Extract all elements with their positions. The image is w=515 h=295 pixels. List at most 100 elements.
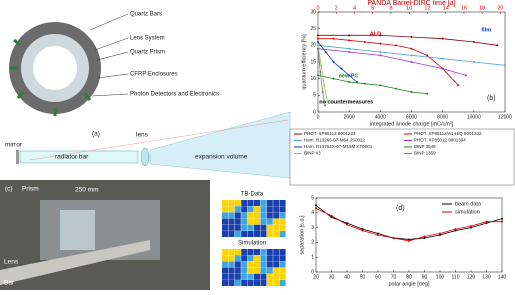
series-line [318, 34, 498, 46]
hit-pixel [228, 206, 235, 213]
point [426, 54, 429, 57]
hit-pixel [260, 273, 267, 280]
series-line [318, 38, 459, 86]
hit-pixel [279, 280, 286, 286]
hit-pixel [279, 224, 286, 231]
point [348, 74, 351, 77]
point [408, 239, 410, 242]
x-tick-label: 130 [482, 274, 491, 280]
point [379, 51, 382, 53]
point [501, 220, 503, 223]
point [465, 74, 468, 77]
hit-pixel [247, 267, 254, 274]
y-tick-label: 5 [311, 195, 314, 201]
annotation: no countermeasures [319, 99, 373, 105]
y-tick-label: 10 [310, 76, 316, 82]
point [408, 238, 410, 241]
point [454, 228, 457, 231]
point [441, 57, 444, 60]
series-line [317, 45, 328, 103]
hit-pixel [266, 249, 273, 255]
electronics [10, 38, 92, 116]
hit-pixel [241, 206, 248, 213]
x-tick-label: 20 [313, 274, 319, 280]
point [470, 226, 472, 229]
x-tick-label: 90 [422, 274, 428, 280]
hit-pixel [266, 200, 273, 206]
legend-label: PHOT. XP85112/A1-HiQ 9001332 [414, 131, 482, 136]
point [472, 61, 475, 63]
hit-pixel [247, 224, 254, 231]
point [379, 54, 382, 57]
hit-pixel [228, 212, 235, 219]
hit-pixel [234, 267, 241, 274]
hit-pixel [266, 273, 273, 280]
legend-label: BINP 1359 [414, 151, 436, 156]
x-tick-label: 100 [436, 274, 445, 280]
y-tick-label: 2 [311, 240, 314, 246]
point [326, 101, 329, 103]
point [332, 37, 335, 40]
point [348, 51, 351, 53]
x2-tick-label: 12 [424, 5, 430, 11]
hit-pixel [254, 224, 260, 231]
point [346, 222, 348, 225]
x2-tick-label: 4 [353, 5, 356, 11]
x2-tick-label: 18 [479, 5, 485, 11]
panel-label: (a) [92, 131, 100, 138]
hit-pixel [254, 212, 260, 219]
x-tick-label: 8000 [437, 114, 448, 120]
series-line [317, 48, 467, 76]
hit-pixel [260, 206, 267, 213]
point [392, 236, 395, 239]
point [317, 47, 319, 50]
legend-label: beam data [455, 201, 482, 207]
prism [60, 210, 95, 250]
hit-pixel [228, 255, 235, 262]
hit-pixel [260, 224, 267, 231]
point [410, 91, 413, 93]
hit-pixel [260, 218, 267, 225]
x-tick-label: 110 [452, 274, 460, 280]
hit-pixel [260, 231, 267, 237]
hit-pixel [266, 224, 273, 231]
x-tick-label: 140 [498, 274, 507, 280]
point [379, 84, 382, 87]
hit-pixel [228, 200, 235, 206]
point [315, 204, 317, 207]
hit-pixel [273, 231, 280, 237]
hit-pixel [279, 255, 286, 262]
chart-title: PANDA Barrel-DIRC time [a] [367, 0, 455, 7]
hit-pixel [228, 267, 235, 274]
hit-pixel [234, 212, 241, 219]
point [348, 39, 351, 42]
point [470, 225, 472, 228]
legend-label: Ham. R13266-07-M64 JS0022 [304, 138, 366, 143]
label: TB-Data [241, 192, 264, 198]
point [324, 51, 327, 53]
series-line [317, 41, 358, 83]
hit-pixel [260, 200, 267, 206]
hit-pixel [241, 280, 248, 286]
x-tick-label: 50 [360, 274, 366, 280]
hit-pixel [234, 200, 241, 206]
bar [0, 240, 150, 285]
x-tick-label: 30 [329, 274, 335, 280]
hit-pixel [228, 273, 235, 280]
x-tick-label: 70 [391, 274, 397, 280]
point [348, 34, 351, 37]
hit-pixel [266, 280, 273, 286]
hit-pixel [273, 267, 280, 274]
hit-pixel [247, 255, 254, 262]
point [394, 87, 397, 90]
hit-pixel [279, 231, 286, 237]
hit-pixel [247, 206, 254, 213]
hit-pixel [254, 280, 260, 286]
y-tick-label: 1 [311, 255, 314, 261]
x2-tick-label: 16 [461, 5, 467, 11]
point [363, 82, 366, 85]
label: Quartz Bars [130, 12, 162, 18]
point [441, 67, 444, 70]
panel-label: (b) [487, 95, 496, 102]
point [340, 67, 343, 70]
